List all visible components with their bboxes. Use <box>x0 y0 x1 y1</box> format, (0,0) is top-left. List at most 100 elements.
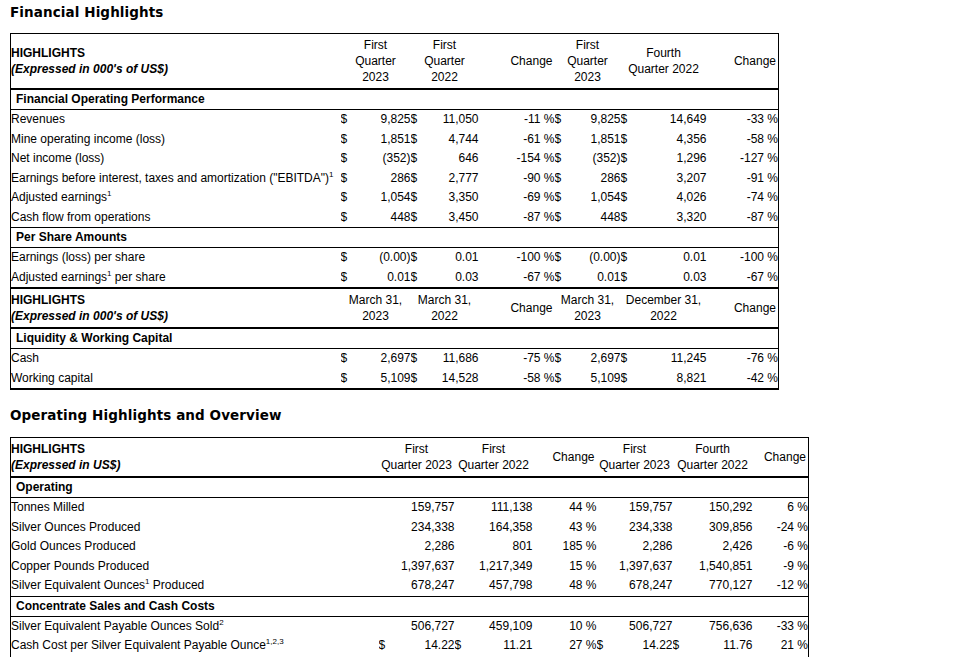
currency-symbol-cell <box>597 498 615 518</box>
section-header-row: Operating <box>11 477 809 498</box>
currency-symbol-cell <box>455 576 473 596</box>
change-cell: 27 % <box>533 636 597 656</box>
operating-highlights-table: HIGHLIGHTS(Expressed in US$) FirstQuarter… <box>10 437 809 657</box>
value-cell: 678,247 <box>615 576 673 596</box>
table-row: Mine operating income (loss)$1,851$4,744… <box>11 130 779 150</box>
row-label: Adjusted earnings1 per share <box>11 268 341 289</box>
currency-symbol-cell <box>597 616 615 636</box>
currency-symbol-cell <box>379 576 393 596</box>
change-cell: 21 % <box>753 636 809 656</box>
financial-highlights-title: Financial Highlights <box>10 4 955 21</box>
period-column-header: FourthQuarter 2022 <box>673 438 753 478</box>
value-cell: 11.21 <box>473 636 533 656</box>
period-column-header: FirstQuarter 2022 <box>455 438 533 478</box>
currency-symbol-cell: $ <box>621 268 641 289</box>
table-row: Silver Ounces Produced234,338164,35843 %… <box>11 518 809 538</box>
currency-symbol-cell: $ <box>621 188 641 208</box>
table-row: Working capital$5,109$14,528-58 %$5,109$… <box>11 369 779 390</box>
value-cell: 2,777 <box>429 169 479 189</box>
value-cell: (352) <box>571 149 621 169</box>
value-cell: 506,727 <box>393 616 455 636</box>
table-row: Silver Equivalent Ounces1 Produced678,24… <box>11 576 809 596</box>
currency-symbol-cell: $ <box>621 149 641 169</box>
row-label: Silver Equivalent Payable Ounces Sold2 <box>11 616 379 636</box>
change-cell: -87 % <box>707 208 779 228</box>
value-cell: 448 <box>571 208 621 228</box>
currency-symbol-cell: $ <box>621 369 641 390</box>
currency-symbol-cell <box>379 616 393 636</box>
section-header-row: Per Share Amounts <box>11 228 779 248</box>
row-label-text: Adjusted earnings <box>11 270 107 284</box>
value-cell: 14,528 <box>429 369 479 390</box>
column-header-line1: First <box>597 441 673 457</box>
change-column-header: Change <box>707 34 779 90</box>
change-column-header: Change <box>707 288 779 328</box>
currency-symbol-cell: $ <box>379 636 393 656</box>
change-cell: 10 % <box>533 616 597 636</box>
column-header-line2: 2022 <box>621 308 707 324</box>
section-header-row: Concentrate Sales and Cash Costs <box>11 596 809 616</box>
currency-symbol-cell: $ <box>341 110 357 130</box>
period-column-header: December 31,2022 <box>621 288 707 328</box>
currency-symbol-cell <box>673 557 693 577</box>
footnote-superscript: 1,2,3 <box>266 637 284 646</box>
column-header-line1: Change <box>479 300 553 316</box>
currency-symbol-cell: $ <box>555 110 571 130</box>
financial-highlights-table: HIGHLIGHTS(Expressed in 000's of US$)Fir… <box>10 33 779 390</box>
value-cell: 3,320 <box>641 208 707 228</box>
period-column-header: FourthQuarter 2022 <box>621 34 707 90</box>
row-label: Net income (loss) <box>11 149 341 169</box>
table-row: Cash Cost per Silver Equivalent Payable … <box>11 636 809 656</box>
change-cell: -42 % <box>707 369 779 390</box>
value-cell: 164,358 <box>473 518 533 538</box>
currency-symbol-cell: $ <box>341 188 357 208</box>
currency-symbol-cell: $ <box>455 636 473 656</box>
value-cell: 0.01 <box>641 248 707 268</box>
value-cell: 1,851 <box>571 130 621 150</box>
table-header-label-cell: HIGHLIGHTS(Expressed in US$) <box>11 438 379 478</box>
period-column-header: FirstQuarter 2023 <box>597 438 673 478</box>
currency-symbol-cell: $ <box>621 208 641 228</box>
currency-symbol-cell: $ <box>621 130 641 150</box>
currency-symbol-cell: $ <box>555 208 571 228</box>
value-cell: 1,851 <box>357 130 411 150</box>
value-cell: 4,356 <box>641 130 707 150</box>
row-label-text: Net income (loss) <box>11 151 104 165</box>
value-cell: (0.00) <box>357 248 411 268</box>
row-label: Mine operating income (loss) <box>11 130 341 150</box>
currency-symbol-cell: $ <box>411 349 429 369</box>
table-header-title: HIGHLIGHTS <box>11 441 379 457</box>
row-label-text: Adjusted earnings <box>11 190 107 204</box>
row-label-text: Silver Equivalent Ounces <box>11 578 145 592</box>
value-cell: 4,026 <box>641 188 707 208</box>
value-cell: 459,109 <box>473 616 533 636</box>
change-cell: -76 % <box>707 349 779 369</box>
change-cell: -69 % <box>479 188 555 208</box>
row-label: Earnings (loss) per share <box>11 248 341 268</box>
column-header-line2: Quarter 2023 <box>597 457 673 473</box>
column-header-line1: Change <box>479 53 553 69</box>
currency-symbol-cell <box>597 537 615 557</box>
period-column-header: FirstQuarter 2023 <box>341 34 411 90</box>
value-cell: 1,397,637 <box>615 557 673 577</box>
row-label-text: Silver Equivalent Payable Ounces Sold <box>11 619 219 633</box>
currency-symbol-cell: $ <box>341 349 357 369</box>
currency-symbol-cell: $ <box>411 149 429 169</box>
change-cell: 44 % <box>533 498 597 518</box>
column-header-line2: Quarter 2023 <box>555 53 621 85</box>
value-cell: 0.01 <box>571 268 621 289</box>
currency-symbol-cell: $ <box>411 369 429 390</box>
value-cell: 448 <box>357 208 411 228</box>
period-column-header: FirstQuarter 2023 <box>555 34 621 90</box>
change-cell: -90 % <box>479 169 555 189</box>
currency-symbol-cell <box>455 518 473 538</box>
row-label-text-post: Produced <box>150 578 205 592</box>
currency-symbol-cell: $ <box>621 248 641 268</box>
currency-symbol-cell <box>597 518 615 538</box>
value-cell: 309,856 <box>693 518 753 538</box>
currency-symbol-cell: $ <box>555 130 571 150</box>
currency-symbol-cell <box>379 537 393 557</box>
value-cell: 457,798 <box>473 576 533 596</box>
change-cell: -33 % <box>707 110 779 130</box>
value-cell: 3,207 <box>641 169 707 189</box>
